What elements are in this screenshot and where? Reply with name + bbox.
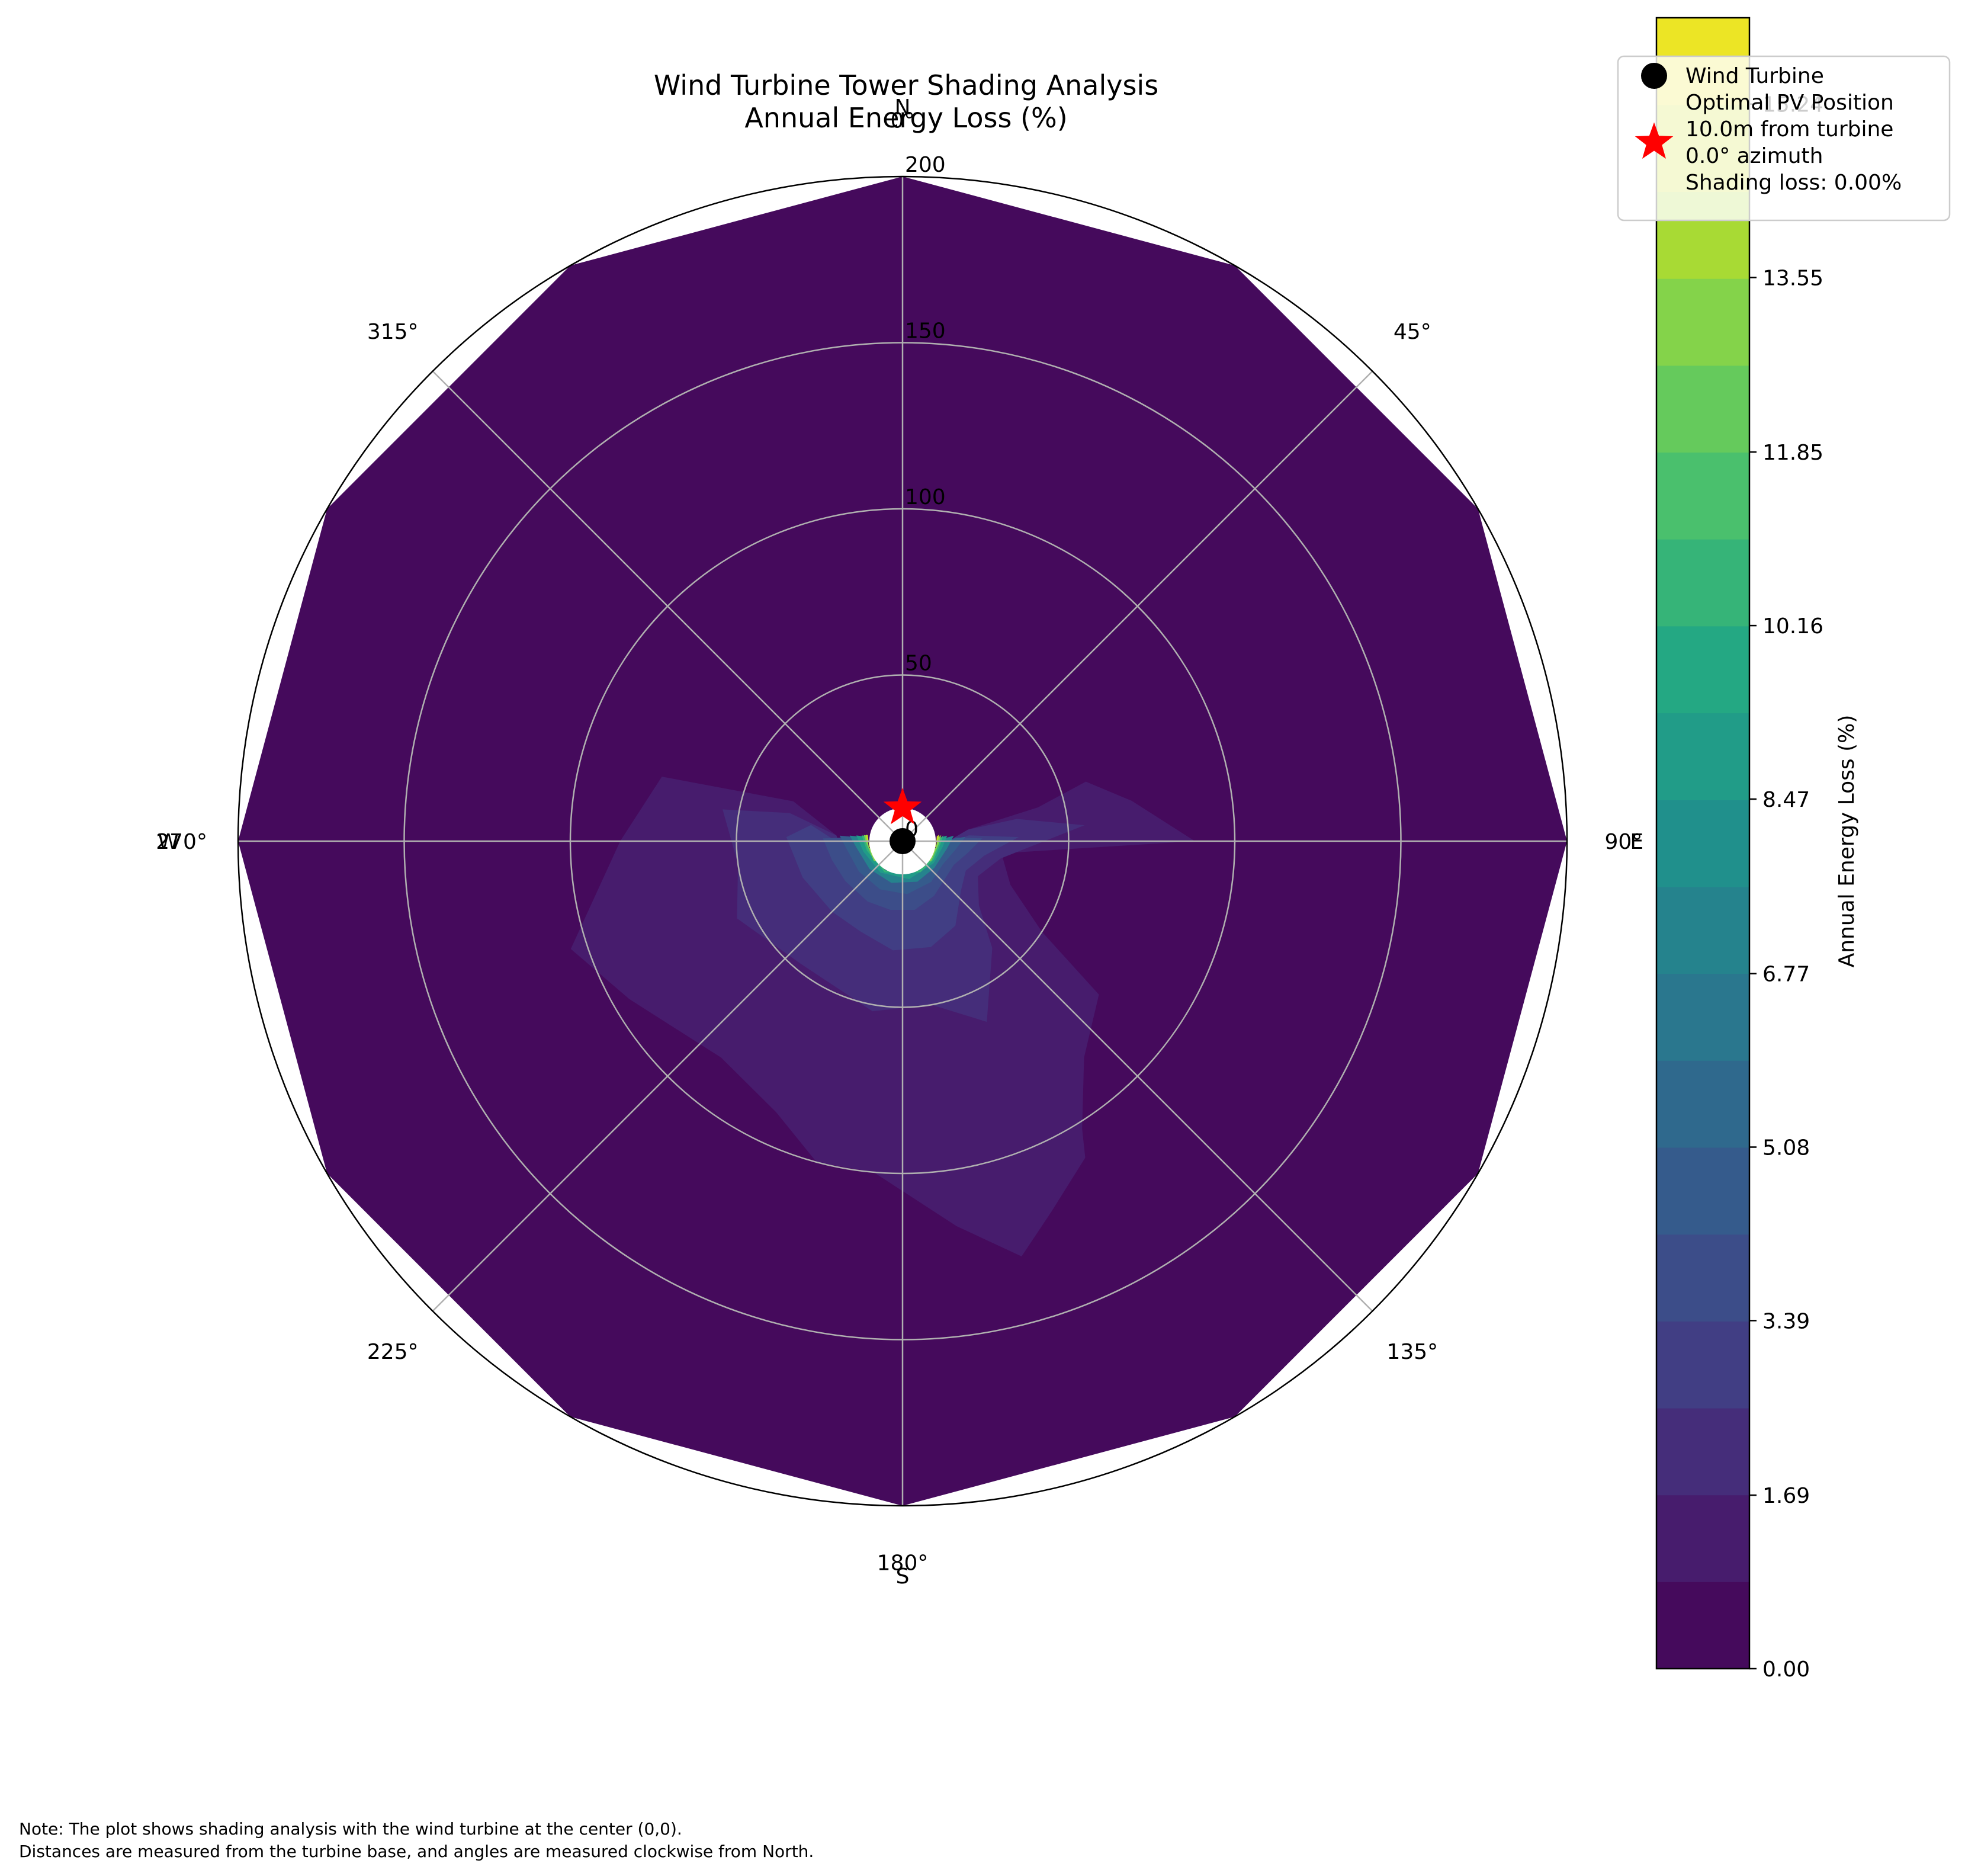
- angle-tick-label: 45°: [1394, 320, 1431, 344]
- legend-entry-text: Optimal PV Position: [1685, 91, 1894, 115]
- footnote-line-1: Note: The plot shows shading analysis wi…: [19, 1819, 682, 1839]
- angle-tick-label: 225°: [367, 1340, 419, 1364]
- colorbar-label: Annual Energy Loss (%): [1835, 715, 1859, 968]
- colorbar-band: [1656, 1060, 1749, 1148]
- colorbar-tick-label: 13.55: [1762, 267, 1823, 291]
- angular-grid-line: [902, 370, 1373, 842]
- loss-contour-band: [849, 835, 954, 883]
- wind-turbine-marker: [890, 828, 916, 854]
- colorbar-band: [1656, 1407, 1749, 1496]
- legend-entry-text: 10.0m from turbine: [1685, 117, 1893, 142]
- legend-pv-star-symbol: [1635, 122, 1674, 159]
- legend-entry-text: Shading loss: 0.00%: [1685, 171, 1902, 195]
- radial-tick-label: 200: [905, 153, 946, 177]
- cardinal-direction-label: S: [896, 1564, 910, 1589]
- legend-box: [1617, 55, 1951, 222]
- colorbar-tick-label: 1.69: [1762, 1484, 1810, 1508]
- angle-tick-label: 0°: [891, 109, 915, 133]
- angle-tick-label: 315°: [367, 320, 419, 344]
- legend-entry-text: Wind Turbine: [1685, 64, 1824, 88]
- colorbar-tick-label: 5.08: [1762, 1136, 1810, 1160]
- colorbar-tick-label: 6.77: [1762, 963, 1810, 987]
- polar-frame: [237, 175, 1568, 1507]
- cardinal-direction-label: E: [1630, 830, 1643, 854]
- angular-grid-line: [902, 841, 1373, 1312]
- chart-title-line-2: Annual Energy Loss (%): [744, 102, 1067, 134]
- colorbar-band: [1656, 973, 1749, 1061]
- angle-tick-label: 135°: [1386, 1340, 1438, 1364]
- loss-contour-band: [570, 777, 1195, 1256]
- colorbar-tick-label: 11.85: [1762, 441, 1823, 465]
- colorbar-band: [1656, 886, 1749, 974]
- chart-title-line-1: Wind Turbine Tower Shading Analysis: [654, 69, 1158, 101]
- colorbar-band: [1656, 365, 1749, 453]
- cardinal-direction-label: N: [895, 95, 911, 120]
- footnote-line-2: Distances are measured from the turbine …: [19, 1842, 814, 1861]
- colorbar-tick-label: 3.39: [1762, 1309, 1810, 1333]
- colorbar-band: [1656, 626, 1749, 714]
- angle-tick-label: 270°: [156, 830, 207, 854]
- angle-tick-label: 90°: [1604, 830, 1642, 854]
- radial-tick-label: 150: [905, 319, 946, 344]
- colorbar-band: [1656, 278, 1749, 366]
- colorbar-band: [1656, 1495, 1749, 1582]
- colorbar-band: [1656, 1321, 1749, 1409]
- angular-grid-line: [432, 370, 903, 842]
- colorbar-tick-label: 10.16: [1762, 614, 1823, 639]
- colorbar-band: [1656, 800, 1749, 887]
- colorbar-band: [1656, 713, 1749, 800]
- colorbar-band: [1656, 539, 1749, 627]
- colorbar-band: [1656, 1234, 1749, 1322]
- radial-tick-label: 50: [905, 652, 932, 676]
- cardinal-direction-label: W: [158, 830, 179, 854]
- colorbar-band: [1656, 1582, 1749, 1669]
- colorbar-frame: [1655, 17, 1751, 1670]
- angle-tick-label: 180°: [877, 1551, 929, 1575]
- colorbar-tick-label: 8.47: [1762, 788, 1810, 812]
- radial-tick-label: 100: [905, 485, 946, 509]
- angular-grid-line: [432, 841, 903, 1312]
- colorbar-tick-label: 0.00: [1762, 1657, 1810, 1682]
- loss-contour-band: [839, 835, 966, 894]
- colorbar-band: [1656, 452, 1749, 540]
- colorbar-band: [1656, 1147, 1749, 1235]
- legend-turbine-symbol: [1641, 63, 1667, 89]
- optimal-pv-position-marker: [883, 787, 922, 825]
- legend-entry-text: 0.0° azimuth: [1685, 144, 1823, 168]
